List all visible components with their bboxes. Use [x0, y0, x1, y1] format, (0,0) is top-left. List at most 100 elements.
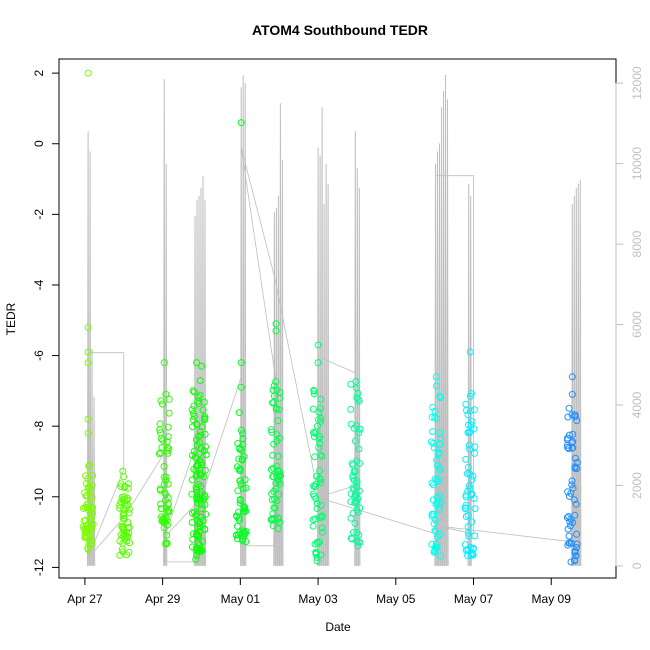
- tedr-point: [468, 518, 476, 526]
- tedr-point: [238, 446, 245, 454]
- tedr-point: [311, 429, 319, 437]
- tedr-point: [435, 475, 442, 483]
- tedr-point: [268, 496, 276, 504]
- tedr-point: [274, 417, 282, 425]
- tedr-point: [193, 551, 200, 559]
- altitude-spike: [442, 91, 445, 566]
- tedr-point: [121, 484, 128, 492]
- tedr-point: [313, 505, 321, 512]
- tedr-point: [315, 444, 323, 452]
- tedr-point: [190, 402, 198, 410]
- tedr-point: [84, 348, 92, 356]
- tedr-point: [276, 480, 284, 488]
- tedr-point: [468, 476, 476, 484]
- altitude-spike: [89, 151, 92, 566]
- tedr-point: [317, 417, 325, 425]
- tedr-point: [119, 532, 127, 540]
- tedr-point: [573, 417, 581, 425]
- y2-tick-label: 0: [630, 562, 644, 569]
- tedr-point: [188, 476, 196, 484]
- tedr-point: [191, 413, 198, 420]
- tedr-point: [193, 485, 200, 493]
- y-tick-label: 0: [32, 140, 46, 147]
- y-tick-label: -10: [32, 488, 46, 506]
- tedr-point: [164, 433, 172, 441]
- altitude-spike: [244, 83, 247, 566]
- tedr-point: [572, 454, 579, 462]
- tedr-point: [429, 403, 437, 411]
- tedr-point: [462, 502, 470, 509]
- tedr-point: [564, 541, 572, 549]
- tedr-point: [572, 500, 580, 508]
- tedr-point: [314, 416, 322, 424]
- tedr-point: [313, 499, 321, 507]
- tedr-point: [466, 429, 473, 437]
- tedr-point: [316, 439, 324, 447]
- tedr-point: [568, 439, 576, 447]
- tedr-point: [464, 463, 472, 471]
- tedr-point: [272, 378, 280, 386]
- tedr-point: [274, 476, 282, 483]
- tedr-point: [82, 492, 90, 500]
- tedr-point: [156, 426, 164, 434]
- tedr-point: [273, 497, 281, 505]
- altitude-spike: [91, 348, 94, 566]
- tedr-point: [197, 471, 205, 479]
- tedr-point: [192, 454, 200, 462]
- tedr-point: [160, 481, 168, 488]
- tedr-series: [79, 69, 581, 566]
- altitude-spike: [242, 75, 245, 566]
- tedr-point: [234, 508, 242, 516]
- tedr-point: [272, 404, 280, 412]
- tedr-point: [347, 534, 355, 542]
- tedr-point: [202, 451, 210, 459]
- tedr-point: [85, 483, 93, 491]
- tedr-point: [82, 472, 90, 480]
- tedr-point: [117, 480, 125, 488]
- tedr-point: [273, 386, 281, 394]
- y-tick-label: -6: [32, 350, 46, 361]
- tedr-point: [570, 496, 578, 504]
- tedr-point: [82, 534, 90, 541]
- tedr-point: [161, 489, 169, 497]
- x-tick-label: May 09: [532, 592, 572, 606]
- altitude-spike: [163, 79, 166, 566]
- tedr-point: [470, 406, 478, 414]
- tedr-point: [461, 541, 469, 549]
- tedr-point: [464, 523, 472, 531]
- tedr-point: [164, 507, 172, 515]
- tedr-point: [310, 386, 318, 394]
- tedr-point: [317, 551, 325, 559]
- tedr-point: [125, 548, 133, 556]
- tedr-point: [84, 415, 92, 423]
- tedr-point: [84, 429, 92, 437]
- tedr-point: [436, 530, 444, 538]
- tedr-point: [189, 387, 197, 395]
- tedr-point: [318, 452, 326, 460]
- tedr-point: [198, 362, 205, 370]
- tedr-point: [198, 423, 206, 431]
- tedr-point: [201, 501, 209, 508]
- tedr-point: [568, 477, 576, 485]
- tedr-point: [310, 428, 317, 436]
- y-tick-label: -2: [32, 209, 46, 220]
- tedr-point: [163, 531, 171, 539]
- tedr-point: [235, 531, 242, 539]
- tedr-point: [162, 476, 170, 484]
- tedr-point: [163, 438, 171, 446]
- tedr-point: [466, 445, 474, 453]
- tedr-point: [568, 411, 576, 419]
- tedr-point: [86, 461, 93, 469]
- tedr-point: [159, 436, 167, 444]
- tedr-point: [159, 400, 166, 408]
- tedr-point: [309, 516, 317, 524]
- tedr-point: [571, 557, 579, 565]
- tedr-point: [162, 540, 170, 548]
- altitude-spike: [444, 75, 447, 566]
- altitude-spike: [467, 183, 470, 566]
- tedr-point: [201, 526, 209, 533]
- x-tick-label: Apr 27: [67, 592, 103, 606]
- tedr-point: [196, 377, 204, 385]
- tedr-point: [313, 422, 321, 430]
- tedr-point: [235, 409, 243, 417]
